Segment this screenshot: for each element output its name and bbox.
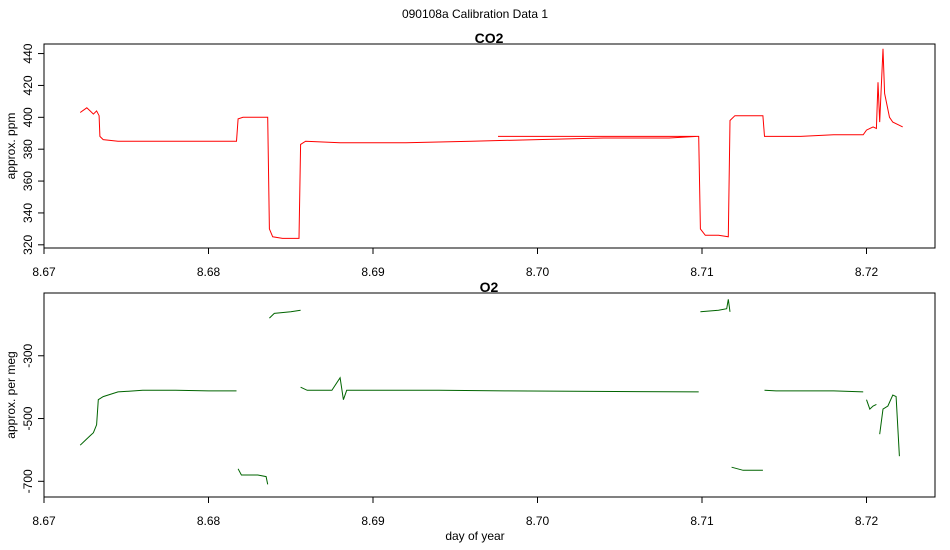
o2-y-tick-label: -300 bbox=[21, 343, 35, 367]
o2-series-line-segment-5 bbox=[731, 466, 763, 471]
co2-y-tick-label: 380 bbox=[21, 139, 35, 159]
o2-series-line-segment-4 bbox=[700, 299, 731, 313]
co2-x-ticks: 8.67 8.68 8.69 8.70 8.71 8.72 bbox=[32, 248, 879, 279]
figure-title: 090108a Calibration Data 1 bbox=[402, 7, 548, 21]
o2-x-ticks: 8.67 8.68 8.69 8.70 8.71 8.72 bbox=[32, 497, 879, 528]
co2-series bbox=[79, 48, 903, 239]
o2-series-line-segment-6 bbox=[764, 389, 864, 393]
co2-series-line-segment-0 bbox=[79, 48, 903, 239]
o2-y-tick-label: -500 bbox=[21, 406, 35, 430]
o2-plot-title: O2 bbox=[480, 279, 499, 295]
co2-plot-title: CO2 bbox=[475, 30, 504, 46]
o2-x-tick-label: 8.72 bbox=[855, 514, 879, 528]
co2-y-tick-label: 400 bbox=[21, 107, 35, 127]
co2-plot-frame bbox=[43, 43, 936, 249]
co2-y-tick-label: 320 bbox=[21, 234, 35, 254]
o2-series-line-segment-0 bbox=[79, 389, 237, 446]
o2-x-axis-label: day of year bbox=[445, 529, 504, 543]
o2-x-tick-label: 8.71 bbox=[690, 514, 714, 528]
co2-y-axis-label: approx. ppm bbox=[4, 113, 18, 180]
o2-series bbox=[79, 299, 900, 485]
o2-plot-frame bbox=[43, 292, 936, 498]
o2-series-line-segment-1 bbox=[237, 468, 269, 485]
co2-x-tick-label: 8.68 bbox=[197, 265, 221, 279]
co2-y-ticks: 320 340 360 380 400 420 440 bbox=[21, 43, 44, 255]
o2-x-tick-label: 8.68 bbox=[197, 514, 221, 528]
co2-x-tick-label: 8.70 bbox=[526, 265, 550, 279]
o2-panel: O2 approx. per meg day of year 8.67 8.68 8… bbox=[4, 279, 936, 543]
co2-panel: CO2 approx. ppm 8.67 8.68 8.69 8.70 8.71 8.72… bbox=[4, 30, 936, 279]
o2-y-tick-label: -700 bbox=[21, 469, 35, 493]
o2-x-tick-label: 8.67 bbox=[32, 514, 56, 528]
co2-x-tick-label: 8.67 bbox=[32, 265, 56, 279]
o2-x-tick-label: 8.70 bbox=[526, 514, 550, 528]
co2-x-tick-label: 8.69 bbox=[361, 265, 385, 279]
o2-y-ticks: -300 -500 -700 bbox=[21, 343, 44, 493]
o2-series-line-segment-8 bbox=[879, 394, 900, 457]
o2-series-line-segment-7 bbox=[866, 399, 877, 410]
co2-y-tick-label: 420 bbox=[21, 75, 35, 95]
co2-y-tick-label: 340 bbox=[21, 203, 35, 223]
o2-series-line-segment-3 bbox=[300, 376, 699, 400]
co2-y-tick-label: 360 bbox=[21, 171, 35, 191]
o2-x-tick-label: 8.69 bbox=[361, 514, 385, 528]
co2-x-tick-label: 8.71 bbox=[690, 265, 714, 279]
co2-y-tick-label: 440 bbox=[21, 43, 35, 63]
o2-y-axis-label: approx. per meg bbox=[4, 351, 18, 438]
co2-x-tick-label: 8.72 bbox=[855, 265, 879, 279]
o2-series-line-segment-2 bbox=[269, 309, 301, 319]
